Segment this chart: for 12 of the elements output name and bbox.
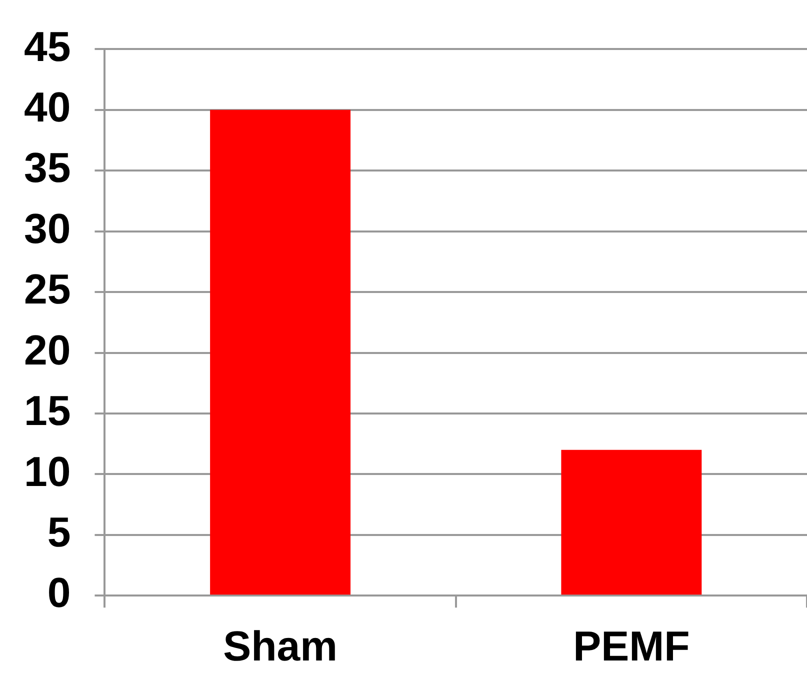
y-tick-label: 40 (24, 83, 71, 130)
y-tick-label: 15 (24, 387, 71, 434)
y-tick-label: 5 (47, 508, 71, 556)
y-tick-label: 25 (24, 266, 71, 313)
y-tick-label: 20 (24, 326, 71, 374)
y-tick-label: 10 (24, 448, 71, 495)
y-tick-label: 30 (24, 204, 71, 252)
y-tick-label: 0 (47, 569, 71, 616)
x-tick-label: PEMF (573, 622, 690, 670)
x-tick-label: Sham (223, 622, 338, 670)
y-tick-label: 35 (24, 144, 71, 192)
y-tick-label: 45 (24, 22, 71, 70)
